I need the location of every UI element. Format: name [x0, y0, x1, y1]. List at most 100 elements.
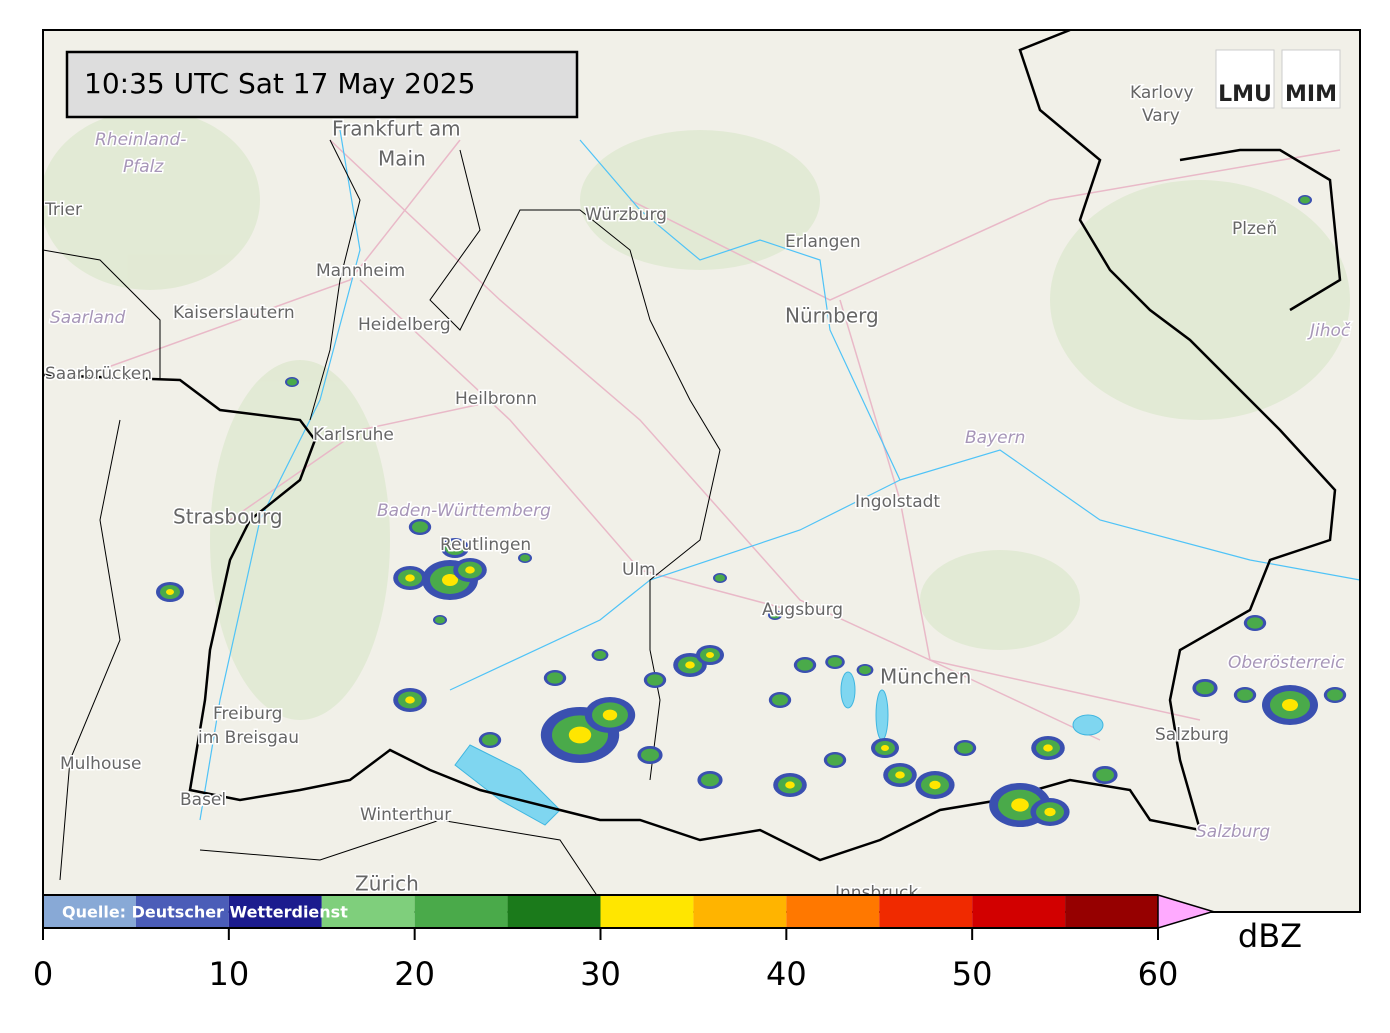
- echo: [770, 611, 780, 619]
- echo: [797, 659, 813, 671]
- region-label: Saarland: [50, 308, 126, 328]
- place-label: Mannheim: [316, 261, 405, 281]
- echo: [547, 672, 563, 684]
- place-label: Ingolstadt: [855, 492, 940, 512]
- echo: [520, 554, 530, 562]
- place-label: Kaiserslautern: [173, 303, 295, 323]
- echo: [166, 589, 174, 595]
- logo: LMU: [1218, 82, 1272, 107]
- echo: [895, 771, 905, 779]
- colorbar-segment: [414, 895, 508, 928]
- place-label: im Breisgau: [198, 728, 299, 748]
- echo: [1043, 744, 1053, 752]
- borders: [43, 30, 1342, 901]
- echo: [828, 657, 842, 667]
- place-label: Trier: [44, 200, 82, 220]
- colorbar-segment: [879, 895, 973, 928]
- echo: [827, 754, 843, 766]
- place-label: Basel: [180, 790, 226, 810]
- echo: [706, 652, 714, 658]
- echo: [482, 734, 498, 746]
- echo: [465, 566, 475, 574]
- tick-label: 20: [394, 955, 435, 993]
- place-label: Frankfurt am: [332, 117, 461, 141]
- colorbar-segment: [228, 895, 322, 928]
- timestamp: 10:35 UTC Sat 17 May 2025: [84, 67, 475, 100]
- echo: [859, 665, 871, 675]
- echo: [602, 709, 618, 721]
- place-labels: Frankfurt am Main Würzburg Erlangen Nürn…: [43, 82, 1352, 905]
- tick-label: 60: [1138, 955, 1179, 993]
- echo: [594, 650, 606, 660]
- echo: [405, 696, 415, 704]
- echo: [881, 745, 889, 751]
- colorbar-extend: [1157, 893, 1216, 930]
- colorbar-segment: [43, 895, 136, 928]
- region-label: Bayern: [965, 428, 1025, 448]
- echo: [785, 781, 795, 789]
- colorbar-segment: [972, 895, 1066, 928]
- place-label: Reutlingen: [440, 535, 531, 555]
- radar-echoes: [156, 195, 1347, 827]
- place-label: München: [880, 665, 971, 689]
- forest: [43, 110, 1350, 720]
- tick-label: 30: [580, 955, 621, 993]
- echo: [451, 545, 459, 551]
- tick-label: 40: [766, 955, 807, 993]
- echo: [412, 521, 428, 533]
- echo: [1300, 196, 1310, 204]
- colorbar-segment: [135, 895, 229, 928]
- region-label: Jihoč: [1307, 321, 1351, 341]
- echo: [568, 726, 592, 744]
- echo: [1237, 689, 1253, 701]
- place-label: Strasbourg: [173, 505, 283, 529]
- place-label: Mulhouse: [60, 754, 141, 774]
- echo: [1282, 699, 1298, 711]
- region-label: Oberösterreic: [1228, 653, 1345, 673]
- source-label: Quelle: Deutscher Wetterdienst: [62, 903, 348, 922]
- colorbar-segment: [321, 895, 415, 928]
- place-label: Augsburg: [762, 600, 843, 620]
- region-label: Rheinland-: [95, 130, 186, 150]
- logo: MIM: [1285, 82, 1337, 107]
- region-label: Salzburg: [1196, 822, 1270, 842]
- colorbar-segment: [1065, 895, 1158, 928]
- echo: [772, 694, 788, 706]
- echo: [1327, 689, 1343, 701]
- colorbar-label: dBZ: [1238, 917, 1302, 955]
- echo: [1044, 807, 1056, 817]
- echo: [957, 742, 973, 754]
- echo: [1196, 681, 1214, 695]
- colorbar-segment: [600, 895, 694, 928]
- place-label: Erlangen: [785, 232, 861, 252]
- timestamp-box: [65, 50, 579, 119]
- tick-label: 10: [208, 955, 249, 993]
- echo: [641, 748, 659, 762]
- place-label: Karlsruhe: [313, 425, 394, 445]
- colorbar: 0 10 20 30 40 50 60 Quelle: Deutscher Wetterdie…: [33, 893, 1216, 993]
- echo: [701, 773, 719, 787]
- colorbar-segment: [507, 895, 601, 928]
- place-label: Heidelberg: [358, 315, 451, 335]
- place-label: Heilbronn: [455, 389, 537, 409]
- place-label: Main: [378, 147, 426, 171]
- echo: [1247, 617, 1263, 629]
- place-label: Vary: [1142, 106, 1180, 126]
- echo: [287, 378, 297, 386]
- place-label: Nürnberg: [785, 304, 879, 328]
- echo: [929, 780, 941, 790]
- region-label: Baden-Württemberg: [377, 501, 551, 521]
- echo: [1011, 798, 1029, 812]
- place-label: Salzburg: [1155, 725, 1229, 745]
- logo-box: [1281, 49, 1341, 109]
- tick-label: 0: [33, 955, 53, 993]
- echo: [647, 674, 663, 686]
- lakes: [454, 671, 1104, 826]
- place-label: Ulm: [622, 560, 656, 580]
- place-label: Zürich: [355, 872, 419, 896]
- place-label: Plzeň: [1232, 219, 1277, 239]
- echo: [715, 574, 725, 582]
- colorbar-segment: [786, 895, 880, 928]
- place-label: Freiburg: [213, 704, 282, 724]
